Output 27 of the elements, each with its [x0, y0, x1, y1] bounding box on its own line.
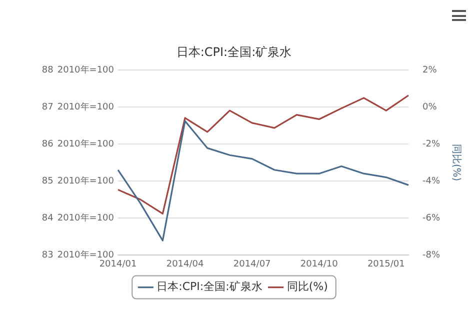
text: 2010年=100: [57, 213, 114, 224]
x-tick-label: 2014/01: [99, 260, 137, 270]
chart-title: 日本:CPI:全国:矿泉水: [176, 44, 292, 59]
text: 2010年=100: [57, 102, 114, 112]
y-tick-label: 88: [42, 65, 54, 76]
text: 2010年=100: [57, 139, 114, 150]
legend-label: 同比(%): [286, 280, 328, 294]
text: 2010年=100: [57, 176, 114, 186]
y2-tick-label: -8%: [422, 250, 440, 260]
x-tick-label: 2014/07: [233, 260, 271, 270]
x-tick-label: 2015/01: [367, 260, 405, 270]
x-tick-label: 2014/10: [300, 260, 338, 270]
y2-axis-title: 同比(%): [450, 144, 462, 182]
y2-tick-label: -4%: [422, 176, 440, 186]
y-tick-label: 87: [42, 102, 54, 112]
y2-tick-label: -2%: [422, 139, 440, 150]
y-tick-label: 85: [42, 176, 54, 186]
y2-tick-label: -6%: [422, 213, 440, 224]
y-axis-title: 2010年=100: [57, 249, 114, 260]
y-tick-label: 86: [42, 139, 54, 150]
y2-tick-label: 2%: [422, 65, 438, 76]
y-tick-label: 84: [42, 213, 54, 224]
y-tick-label: 83: [42, 250, 54, 260]
legend-label: 日本:CPI:全国:矿泉水: [156, 280, 262, 294]
text: 2010年=100: [57, 65, 114, 76]
y2-tick-label: 0%: [422, 102, 438, 112]
x-tick-label: 2014/04: [166, 260, 204, 270]
